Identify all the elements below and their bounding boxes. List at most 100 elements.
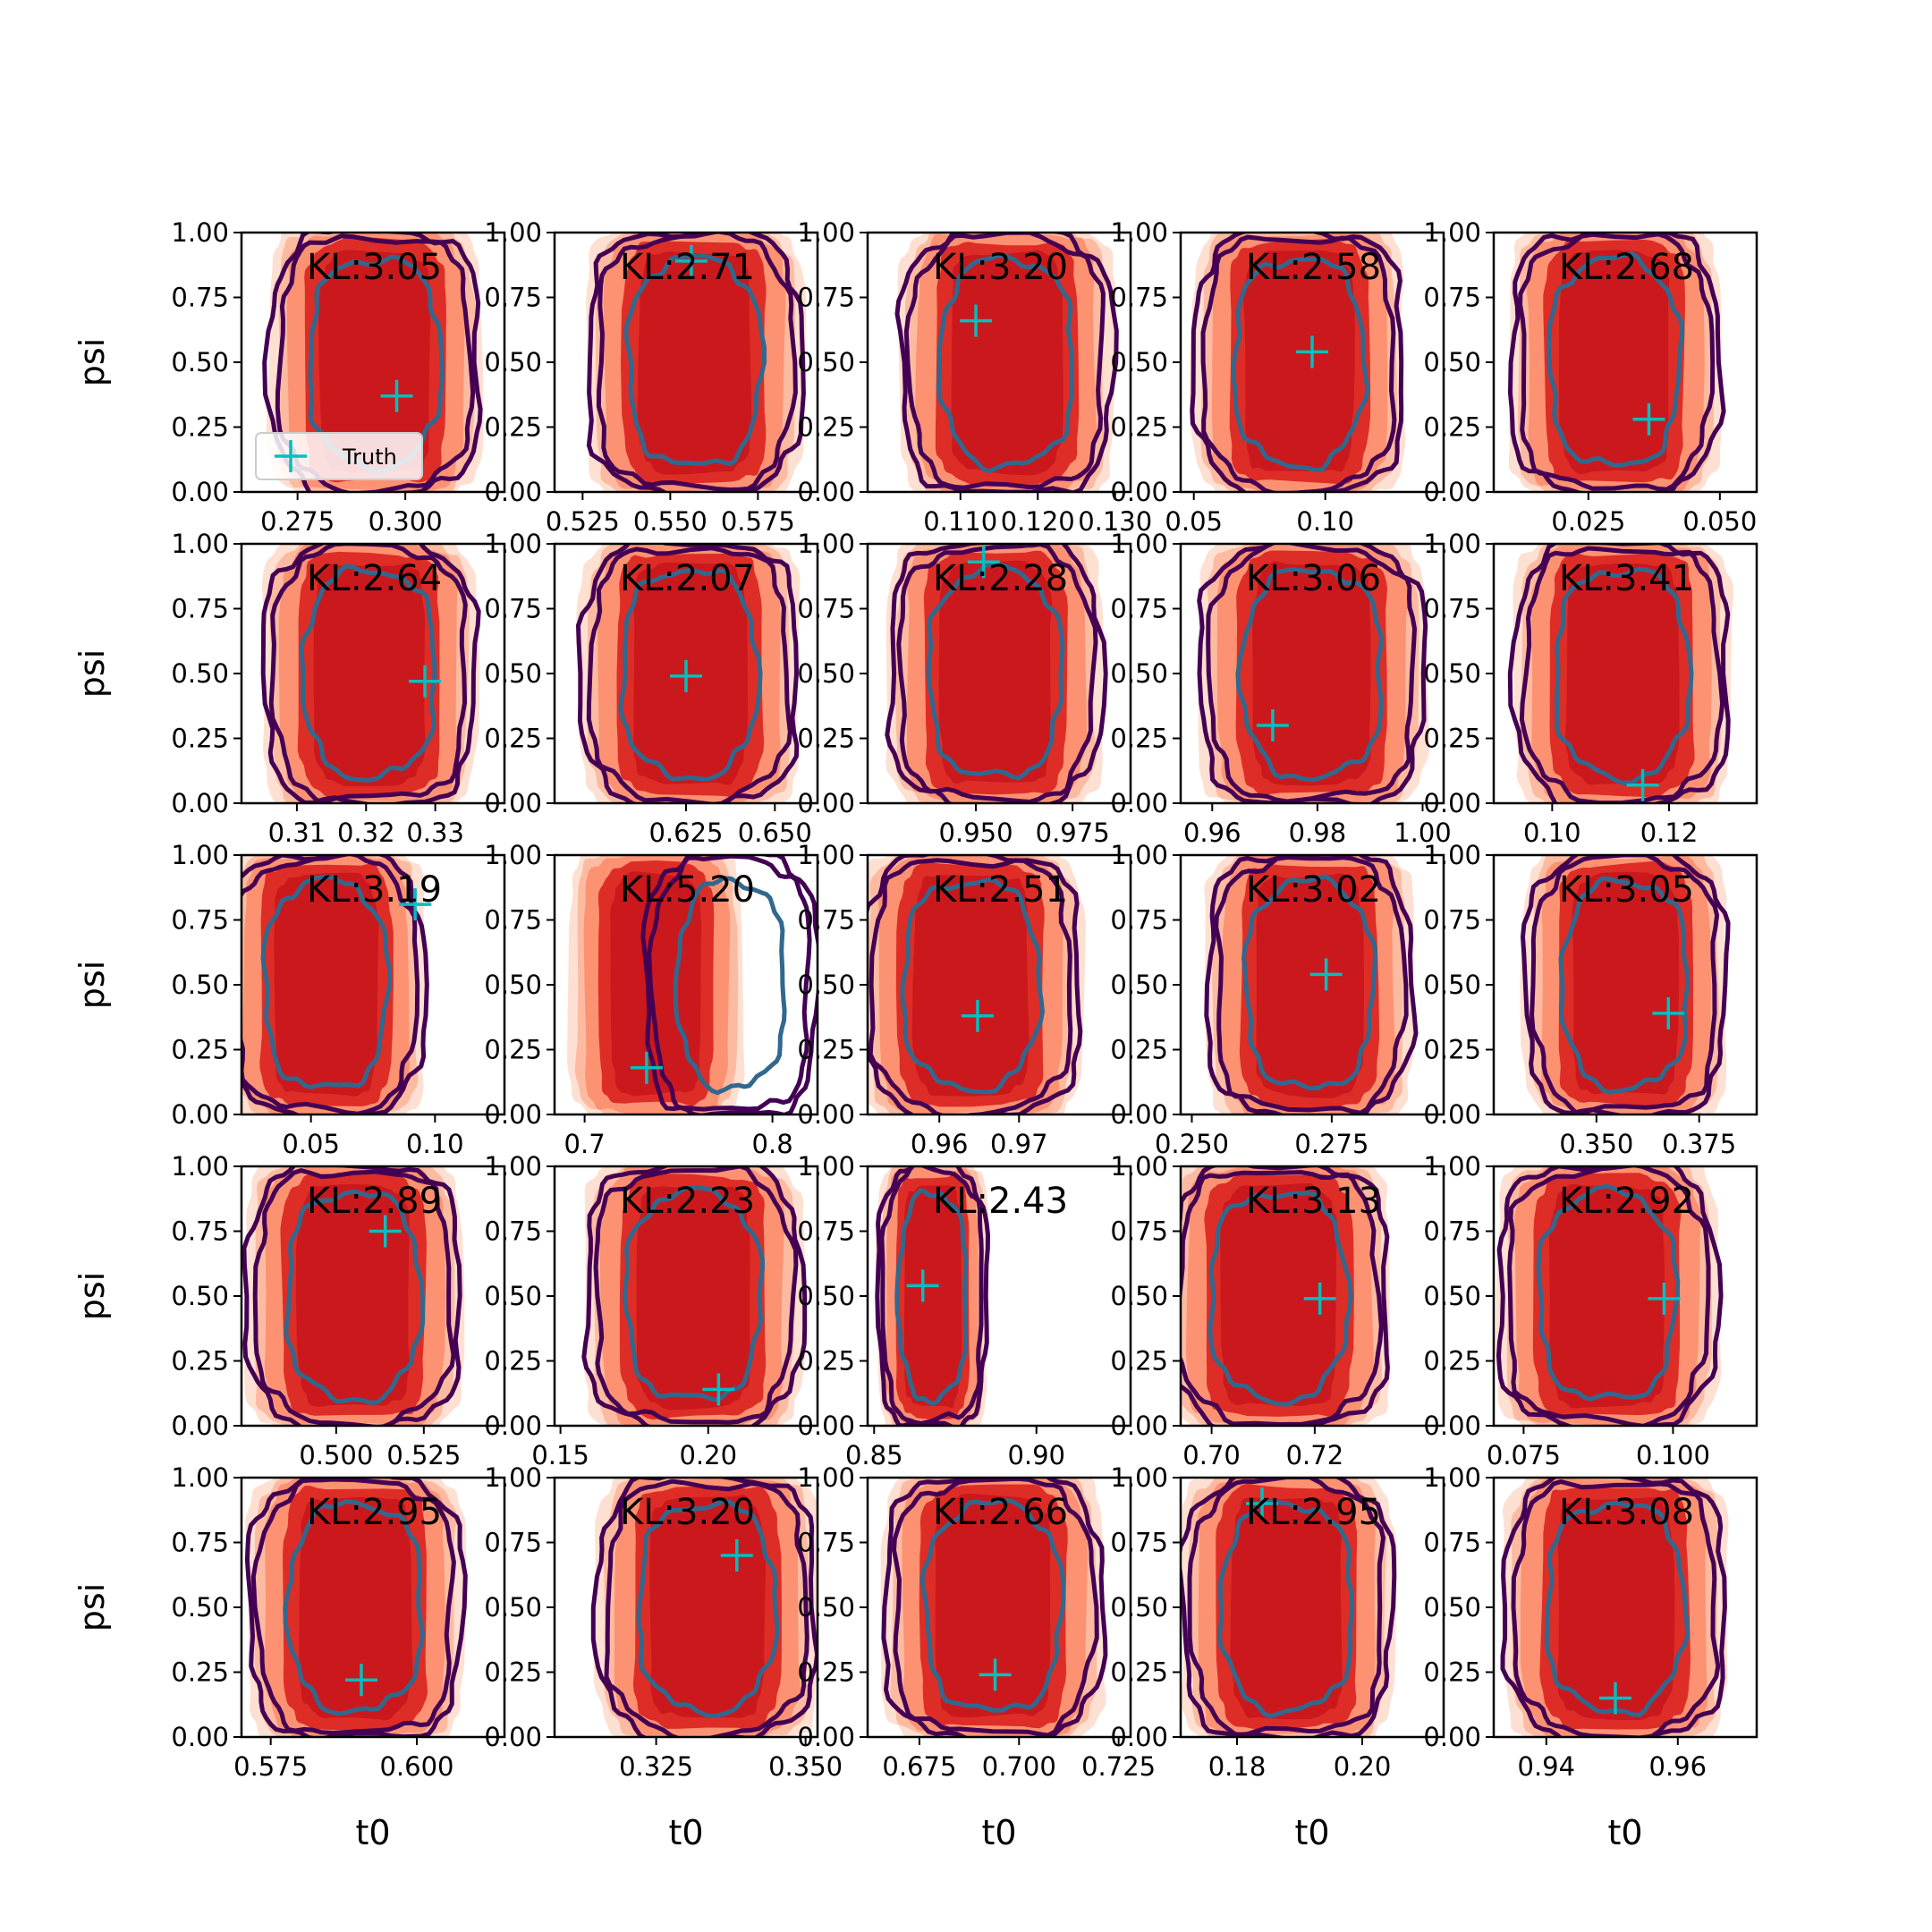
y-tick-label: 0.50: [171, 658, 229, 689]
y-tick-label: 1.00: [171, 840, 229, 870]
y-tick-label: 0.50: [797, 347, 855, 377]
truth-marker: [674, 244, 708, 277]
y-tick-label: 0.75: [797, 1216, 855, 1247]
y-tick-label: 1.00: [1110, 1151, 1168, 1182]
y-tick-label: 0.25: [1423, 412, 1481, 443]
contour-middle: [1206, 544, 1418, 803]
contour-middle: [1518, 233, 1716, 492]
y-tick-label: 1.00: [484, 1151, 542, 1182]
truth-marker: [979, 1658, 1012, 1691]
panel-7: 0.00 0.25 0.50 0.75 1.00 0.625 0.650 KL:2.07: [484, 529, 819, 848]
contour-outer: [575, 544, 800, 803]
y-tick-label: 0.25: [484, 724, 542, 754]
y-tick-label: 0.00: [1423, 1411, 1481, 1441]
y-tick-label: 0.00: [797, 477, 855, 507]
x-tick-label: 0.90: [1007, 1440, 1065, 1470]
y-tick-label: 1.00: [797, 840, 855, 870]
x-tick-label: 0.110: [923, 506, 997, 537]
y-tick-label: 0.50: [1110, 970, 1168, 1000]
density-fill-5: [951, 250, 1063, 476]
contour-inner: [1231, 257, 1370, 473]
density-layer: [1496, 1166, 1724, 1426]
x-tick-label: 0.32: [337, 818, 395, 848]
x-axis-label: t0: [355, 1813, 390, 1852]
kl-annotation: KL:2.51: [933, 869, 1068, 911]
y-tick-label: 0.00: [484, 477, 542, 507]
contour-inner: [1217, 1500, 1355, 1719]
density-layer: [1181, 1166, 1391, 1426]
y-tick-label: 0.25: [797, 1657, 855, 1688]
x-tick-label: 0.575: [721, 506, 795, 537]
contour-inner: [283, 1499, 426, 1716]
density-layer: [567, 855, 818, 1114]
y-tick-label: 0.00: [1423, 1722, 1481, 1752]
kl-annotation: KL:3.20: [933, 247, 1068, 288]
x-tick-label: 0.300: [369, 506, 443, 537]
contour-inner: [919, 1498, 1066, 1713]
y-tick-label: 0.25: [484, 412, 542, 443]
panel-21: 0.00 0.25 0.50 0.75 1.00 0.575 0.600 KL:2.95 psi…: [72, 1462, 506, 1852]
legend-label: Truth: [342, 445, 397, 470]
y-tick-label: 0.50: [1110, 658, 1168, 689]
y-tick-label: 1.00: [1423, 217, 1481, 248]
y-tick-label: 1.00: [171, 1151, 229, 1182]
panel-9: 0.00 0.25 0.50 0.75 1.00 0.96 0.98 1.00 KL:3.06: [1110, 529, 1451, 848]
density-fill-5: [938, 560, 1053, 784]
panel-11: 0.00 0.25 0.50 0.75 1.00 0.05 0.10 KL:3.19 psi: [72, 840, 506, 1159]
y-tick-label: 0.00: [1110, 1411, 1168, 1441]
contour-outer: [586, 233, 806, 492]
y-tick-label: 0.75: [1423, 1528, 1481, 1558]
contour-middle: [896, 544, 1098, 803]
contour-outer: [1197, 544, 1428, 803]
y-tick-label: 0.00: [171, 1411, 229, 1441]
density-fill-5: [1565, 563, 1680, 786]
density-layer: [1507, 544, 1733, 803]
kl-annotation: KL:3.08: [1559, 1492, 1694, 1533]
y-tick-label: 0.00: [484, 1099, 542, 1130]
contour-inner: [926, 561, 1065, 781]
y-tick-label: 0.50: [797, 1281, 855, 1311]
density-fill-5: [274, 872, 379, 1097]
panel-13: 0.00 0.25 0.50 0.75 1.00 0.96 0.97 KL:2.51: [797, 840, 1132, 1159]
density-layer: [1507, 233, 1726, 492]
y-tick-label: 0.75: [171, 283, 229, 313]
x-axis-label: t0: [981, 1813, 1016, 1852]
y-tick-label: 1.00: [171, 1462, 229, 1493]
density-fill-5: [1548, 1183, 1665, 1409]
contour-inner: [623, 253, 767, 467]
x-tick-label: 0.350: [1559, 1129, 1633, 1159]
y-tick-label: 0.25: [171, 1657, 229, 1688]
y-tick-label: 0.25: [484, 1346, 542, 1377]
contour-outer: [1190, 233, 1404, 492]
contour-outer: [581, 1166, 808, 1426]
contour-inner: [1208, 1191, 1353, 1407]
contour-inner: [1235, 567, 1384, 783]
y-tick-label: 0.75: [484, 1528, 542, 1558]
density-fill-5: [313, 564, 426, 787]
panel-grid: 0.00 0.25 0.50 0.75 1.00 0.275 0.300 KL:3.05 psi…: [72, 217, 1758, 1852]
y-tick-label: 0.00: [1110, 1722, 1168, 1752]
kl-annotation: KL:2.64: [307, 558, 442, 599]
x-tick-label: 0.950: [939, 818, 1013, 848]
density-fill-5: [1572, 871, 1680, 1095]
y-tick-label: 0.00: [1423, 1099, 1481, 1130]
density-layer: [880, 1478, 1108, 1737]
y-tick-label: 1.00: [797, 1462, 855, 1493]
panel-18: 0.00 0.25 0.50 0.75 1.00 0.85 0.90 KL:2.43: [797, 1151, 1132, 1470]
density-fill-5: [1230, 1497, 1343, 1720]
contour-outer: [875, 1166, 991, 1426]
density-layer: [262, 233, 484, 492]
contour-middle: [252, 1167, 456, 1426]
panel-4: 0.00 0.25 0.50 0.75 1.00 0.05 0.10 KL:2.58: [1110, 217, 1445, 537]
x-tick-label: 0.325: [619, 1751, 693, 1782]
kl-annotation: KL:3.20: [620, 1492, 755, 1533]
density-layer: [590, 1478, 818, 1737]
x-tick-label: 0.97: [990, 1129, 1048, 1159]
y-tick-label: 0.00: [1423, 477, 1481, 507]
y-tick-label: 0.00: [797, 1099, 855, 1130]
density-fill-5: [318, 250, 431, 474]
contour-inner: [936, 253, 1074, 474]
y-tick-label: 1.00: [1110, 529, 1168, 559]
contour-middle: [879, 1166, 984, 1426]
contour-outer: [260, 544, 481, 803]
